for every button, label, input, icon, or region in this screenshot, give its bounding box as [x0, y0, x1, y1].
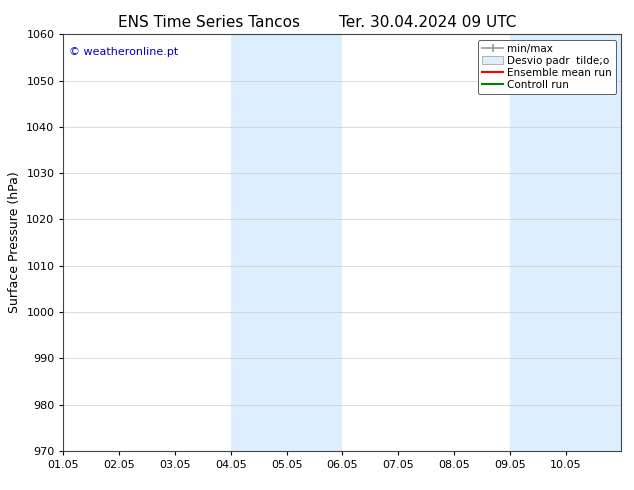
Legend: min/max, Desvio padr  tilde;o, Ensemble mean run, Controll run: min/max, Desvio padr tilde;o, Ensemble m…: [478, 40, 616, 94]
Y-axis label: Surface Pressure (hPa): Surface Pressure (hPa): [8, 172, 21, 314]
Text: © weatheronline.pt: © weatheronline.pt: [69, 47, 178, 57]
Bar: [287, 34, 342, 451]
Bar: [231, 34, 287, 451]
Bar: [510, 34, 566, 451]
Text: ENS Time Series Tancos        Ter. 30.04.2024 09 UTC: ENS Time Series Tancos Ter. 30.04.2024 0…: [118, 15, 516, 30]
Bar: [566, 34, 621, 451]
